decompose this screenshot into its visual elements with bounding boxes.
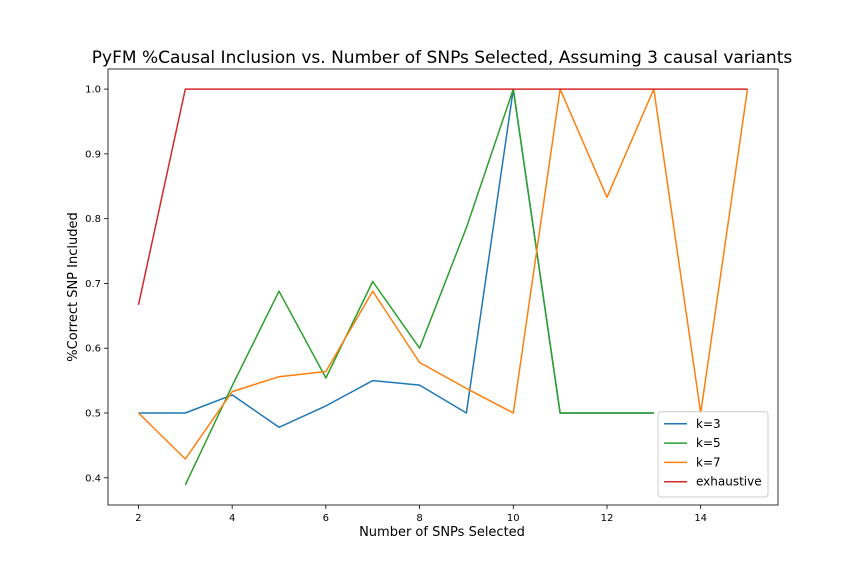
y-tick-label: 1.0 — [85, 85, 101, 96]
x-tick-label: 4 — [229, 513, 235, 524]
x-tick-label: 10 — [507, 513, 520, 524]
series-line-exhaustive — [137, 88, 748, 305]
x-tick-label: 12 — [601, 513, 614, 524]
legend-box — [657, 411, 769, 498]
x-tick-label: 6 — [323, 513, 329, 524]
legend-label: k=5 — [696, 436, 721, 450]
y-tick-label: 0.8 — [85, 214, 101, 225]
series-line-k-5 — [184, 88, 654, 486]
y-axis-label: %Correct SNP Included — [66, 212, 81, 361]
x-tick-label: 8 — [416, 513, 422, 524]
chart-title: PyFM %Causal Inclusion vs. Number of SNP… — [92, 48, 793, 68]
legend-label: exhaustive — [696, 475, 762, 489]
legend: k=3 k=5 k=7 exhaustive — [657, 411, 769, 498]
series-line-k-7 — [137, 88, 749, 460]
y-tick-label: 0.5 — [85, 409, 101, 420]
y-tick-label: 0.7 — [85, 279, 101, 290]
series-line-k-3 — [138, 88, 654, 429]
axis-ticks: 2 4 6 8 10 12 14 0.4 0.5 0.6 0.7 0.8 0.9 1.0 — [85, 85, 707, 524]
x-tick-label: 2 — [135, 513, 141, 524]
legend-label: k=7 — [696, 455, 721, 469]
y-tick-label: 0.6 — [85, 344, 101, 355]
y-tick-label: 0.9 — [85, 149, 101, 160]
series-lines — [137, 88, 749, 486]
plot-area — [107, 68, 779, 506]
y-tick-label: 0.4 — [85, 473, 101, 484]
x-tick-label: 14 — [694, 513, 707, 524]
legend-label: k=3 — [696, 417, 721, 431]
x-axis-label: Number of SNPs Selected — [359, 525, 525, 540]
